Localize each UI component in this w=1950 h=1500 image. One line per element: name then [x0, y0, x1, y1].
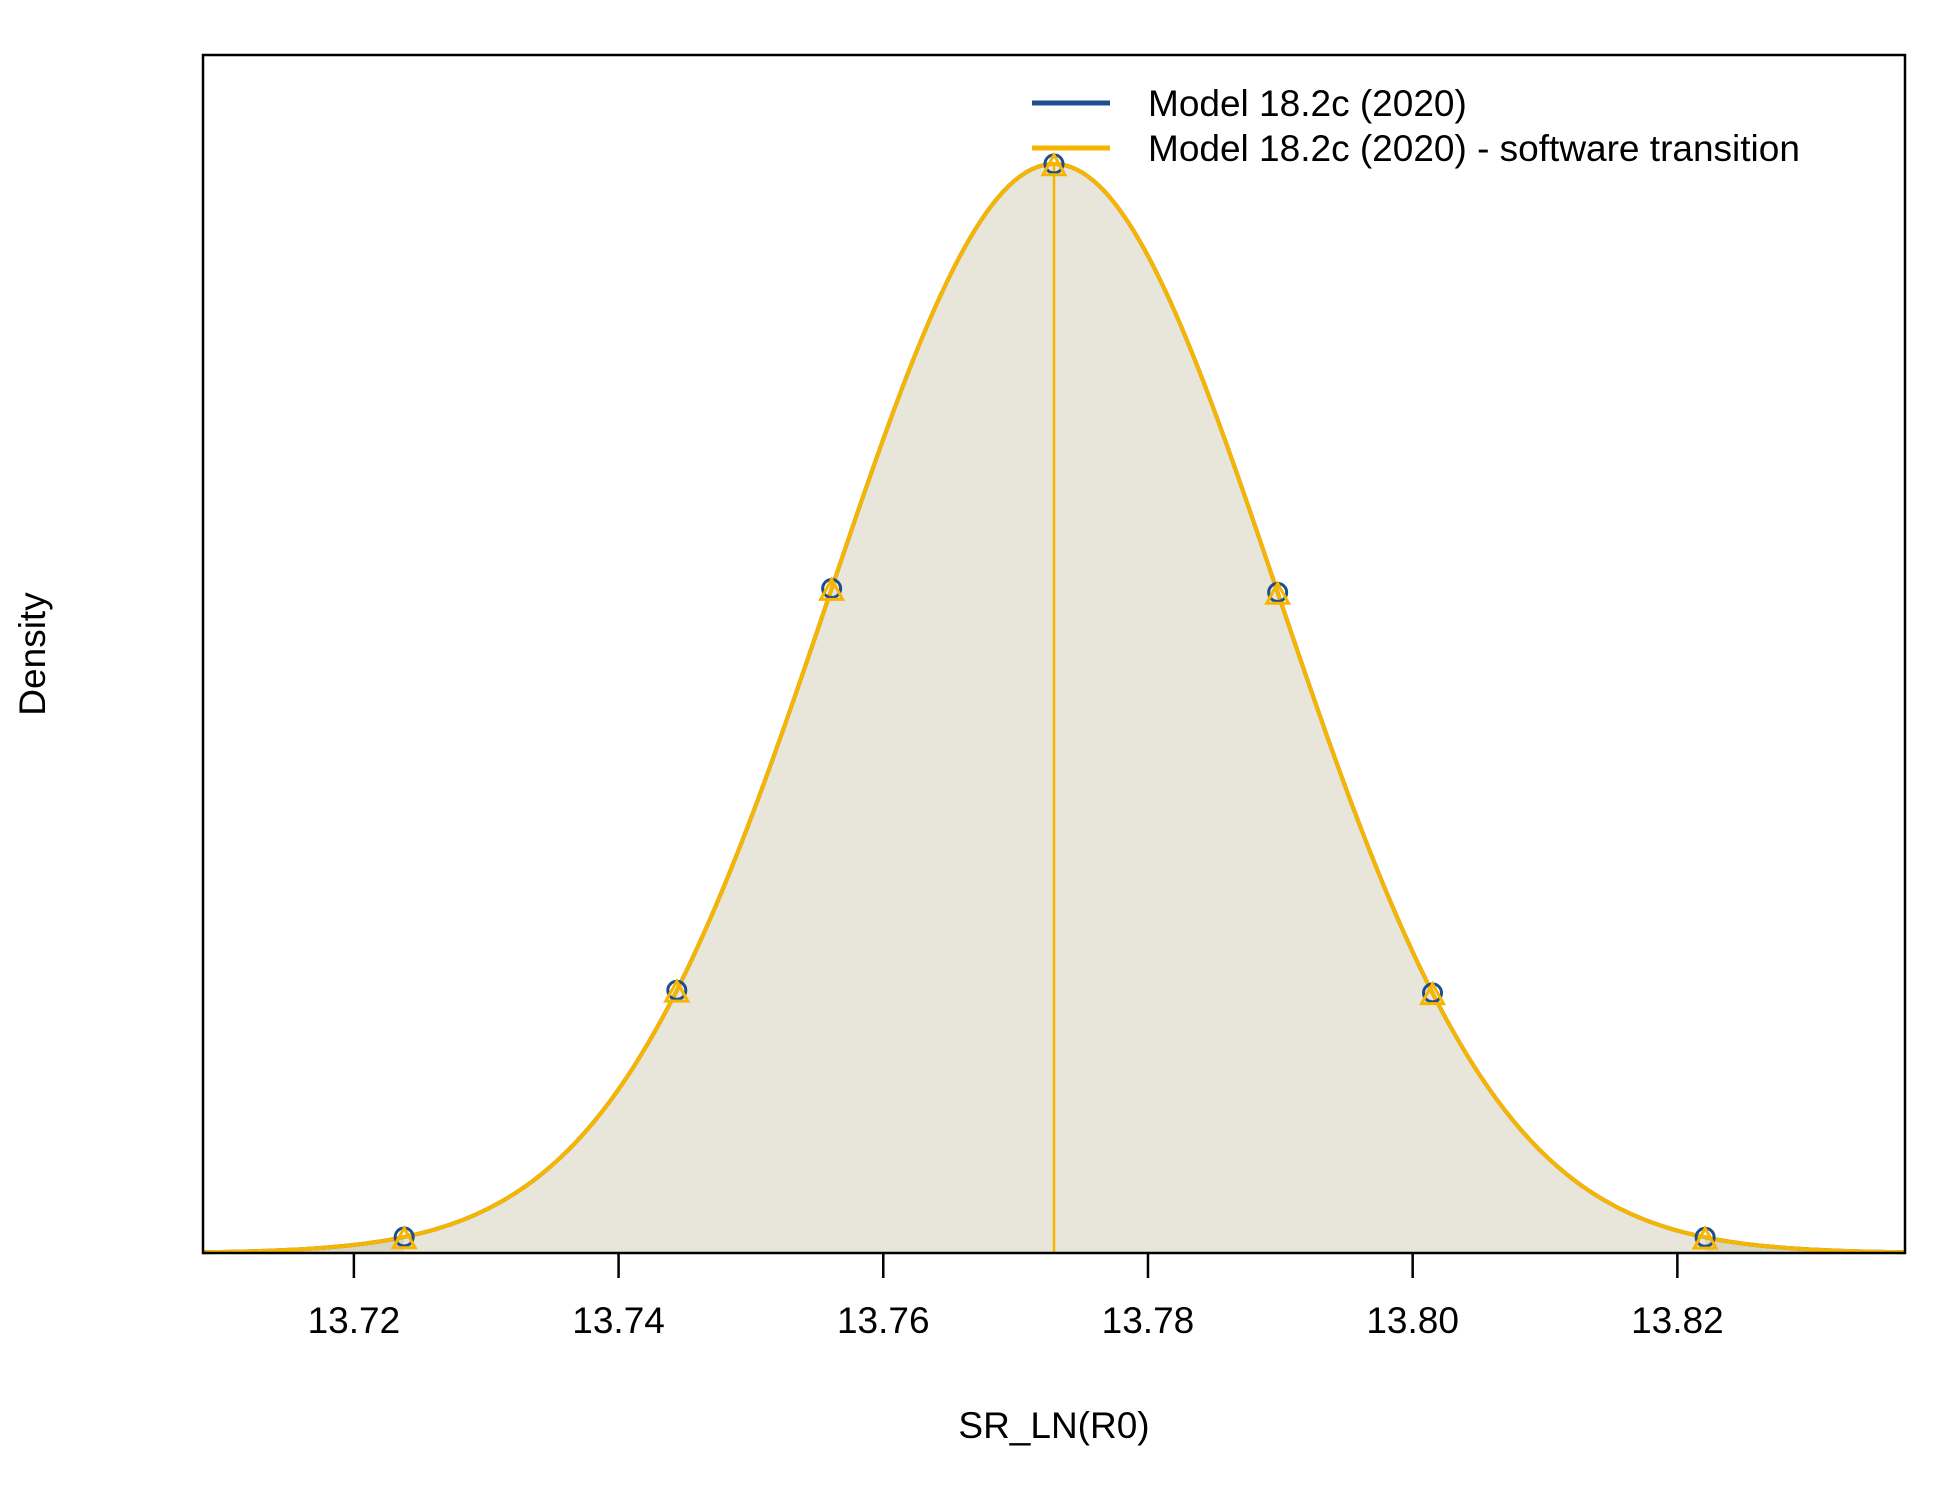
x-tick-label: 13.76 — [837, 1300, 930, 1341]
legend-label-software-transition: Model 18.2c (2020) - software transition — [1148, 128, 1800, 169]
marker-triangle — [818, 576, 846, 601]
x-tick-label: 13.72 — [308, 1300, 401, 1341]
x-tick-label: 13.74 — [572, 1300, 665, 1341]
x-tick-label: 13.78 — [1102, 1300, 1195, 1341]
x-axis: 13.72 13.74 13.76 13.78 13.80 13.82 — [308, 1253, 1724, 1341]
plot-frame — [201, 53, 1907, 1255]
marker-triangle — [1040, 151, 1068, 177]
y-axis-label: Density — [12, 592, 53, 716]
legend: Model 18.2c (2020) Model 18.2c (2020) - … — [1032, 83, 1800, 169]
legend-label-model-18-2c: Model 18.2c (2020) — [1148, 83, 1467, 124]
x-axis-label: SR_LN(R0) — [958, 1405, 1149, 1446]
marker-triangle — [663, 978, 691, 1003]
marker-triangle — [1691, 1225, 1719, 1250]
marker-triangle — [390, 1224, 418, 1250]
marker-triangle — [1418, 980, 1447, 1006]
x-tick-label: 13.82 — [1631, 1300, 1724, 1341]
lower-tail-fill — [203, 1237, 405, 1253]
plot-area — [202, 151, 1906, 1255]
marker-triangle — [1264, 580, 1292, 605]
x-tick-label: 13.80 — [1366, 1300, 1459, 1341]
upper-tail-fill — [1705, 1237, 1905, 1253]
